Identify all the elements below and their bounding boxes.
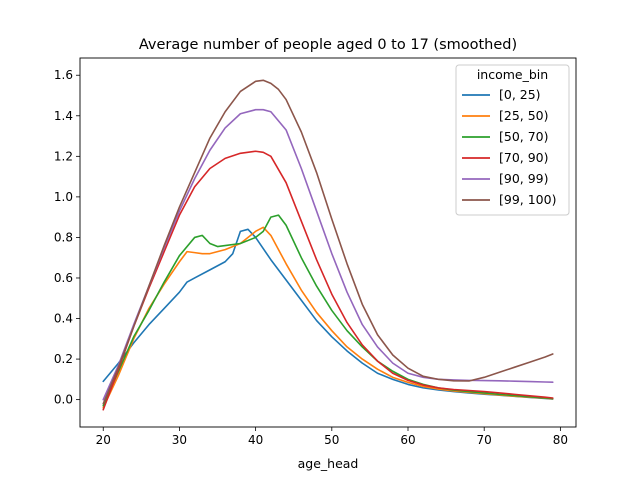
plot-frame	[79, 57, 577, 428]
series-line-4	[102, 108, 554, 401]
x-tick-label: 60	[400, 433, 415, 447]
x-axis: 20 30 40 50 60 70 80	[96, 427, 568, 447]
y-tick-label: 0.8	[54, 230, 73, 244]
legend-label-1: [25, 50)	[499, 108, 549, 123]
legend-label-5: [99, 100)	[499, 192, 556, 207]
legend-label-4: [90, 99)	[499, 171, 549, 186]
legend: income_bin [0, 25) [25, 50) [50, 70) [70, 9…	[455, 64, 570, 216]
y-tick-label: 1.4	[54, 109, 73, 123]
legend-items: [0, 25) [25, 50) [50, 70) [70, 90) [90, 99) […	[462, 87, 556, 207]
y-tick-label: 1.2	[54, 149, 73, 163]
series-line-2	[102, 214, 554, 407]
x-tick-label: 50	[324, 433, 339, 447]
legend-label-0: [0, 25)	[499, 87, 541, 102]
y-tick-label: 0.2	[54, 352, 73, 366]
y-tick-label: 1.0	[54, 190, 73, 204]
series-line-1	[102, 226, 554, 409]
series-line-5	[102, 79, 554, 405]
legend-label-3: [70, 90)	[499, 150, 549, 165]
chart-title: Average number of people aged 0 to 17 (s…	[139, 37, 517, 53]
x-tick-label: 30	[172, 433, 187, 447]
series-line-0	[102, 228, 554, 400]
y-tick-label: 1.6	[54, 68, 73, 82]
x-tick-label: 40	[248, 433, 263, 447]
legend-label-2: [50, 70)	[499, 129, 549, 144]
y-tick-label: 0.6	[54, 271, 73, 285]
y-tick-label: 0.4	[54, 312, 73, 326]
series-line-3	[102, 150, 554, 411]
x-axis-label: age_head	[298, 456, 359, 471]
x-tick-label: 70	[477, 433, 492, 447]
x-tick-label: 80	[553, 433, 568, 447]
y-tick-label: 0.0	[54, 393, 73, 407]
legend-box	[455, 64, 570, 216]
legend-title: income_bin	[477, 67, 548, 82]
x-tick-label: 20	[96, 433, 111, 447]
plot-lines	[102, 79, 554, 411]
y-axis: 0.0 0.2 0.4 0.6 0.8 1.0 1.2 1.4 1.6	[54, 68, 80, 407]
